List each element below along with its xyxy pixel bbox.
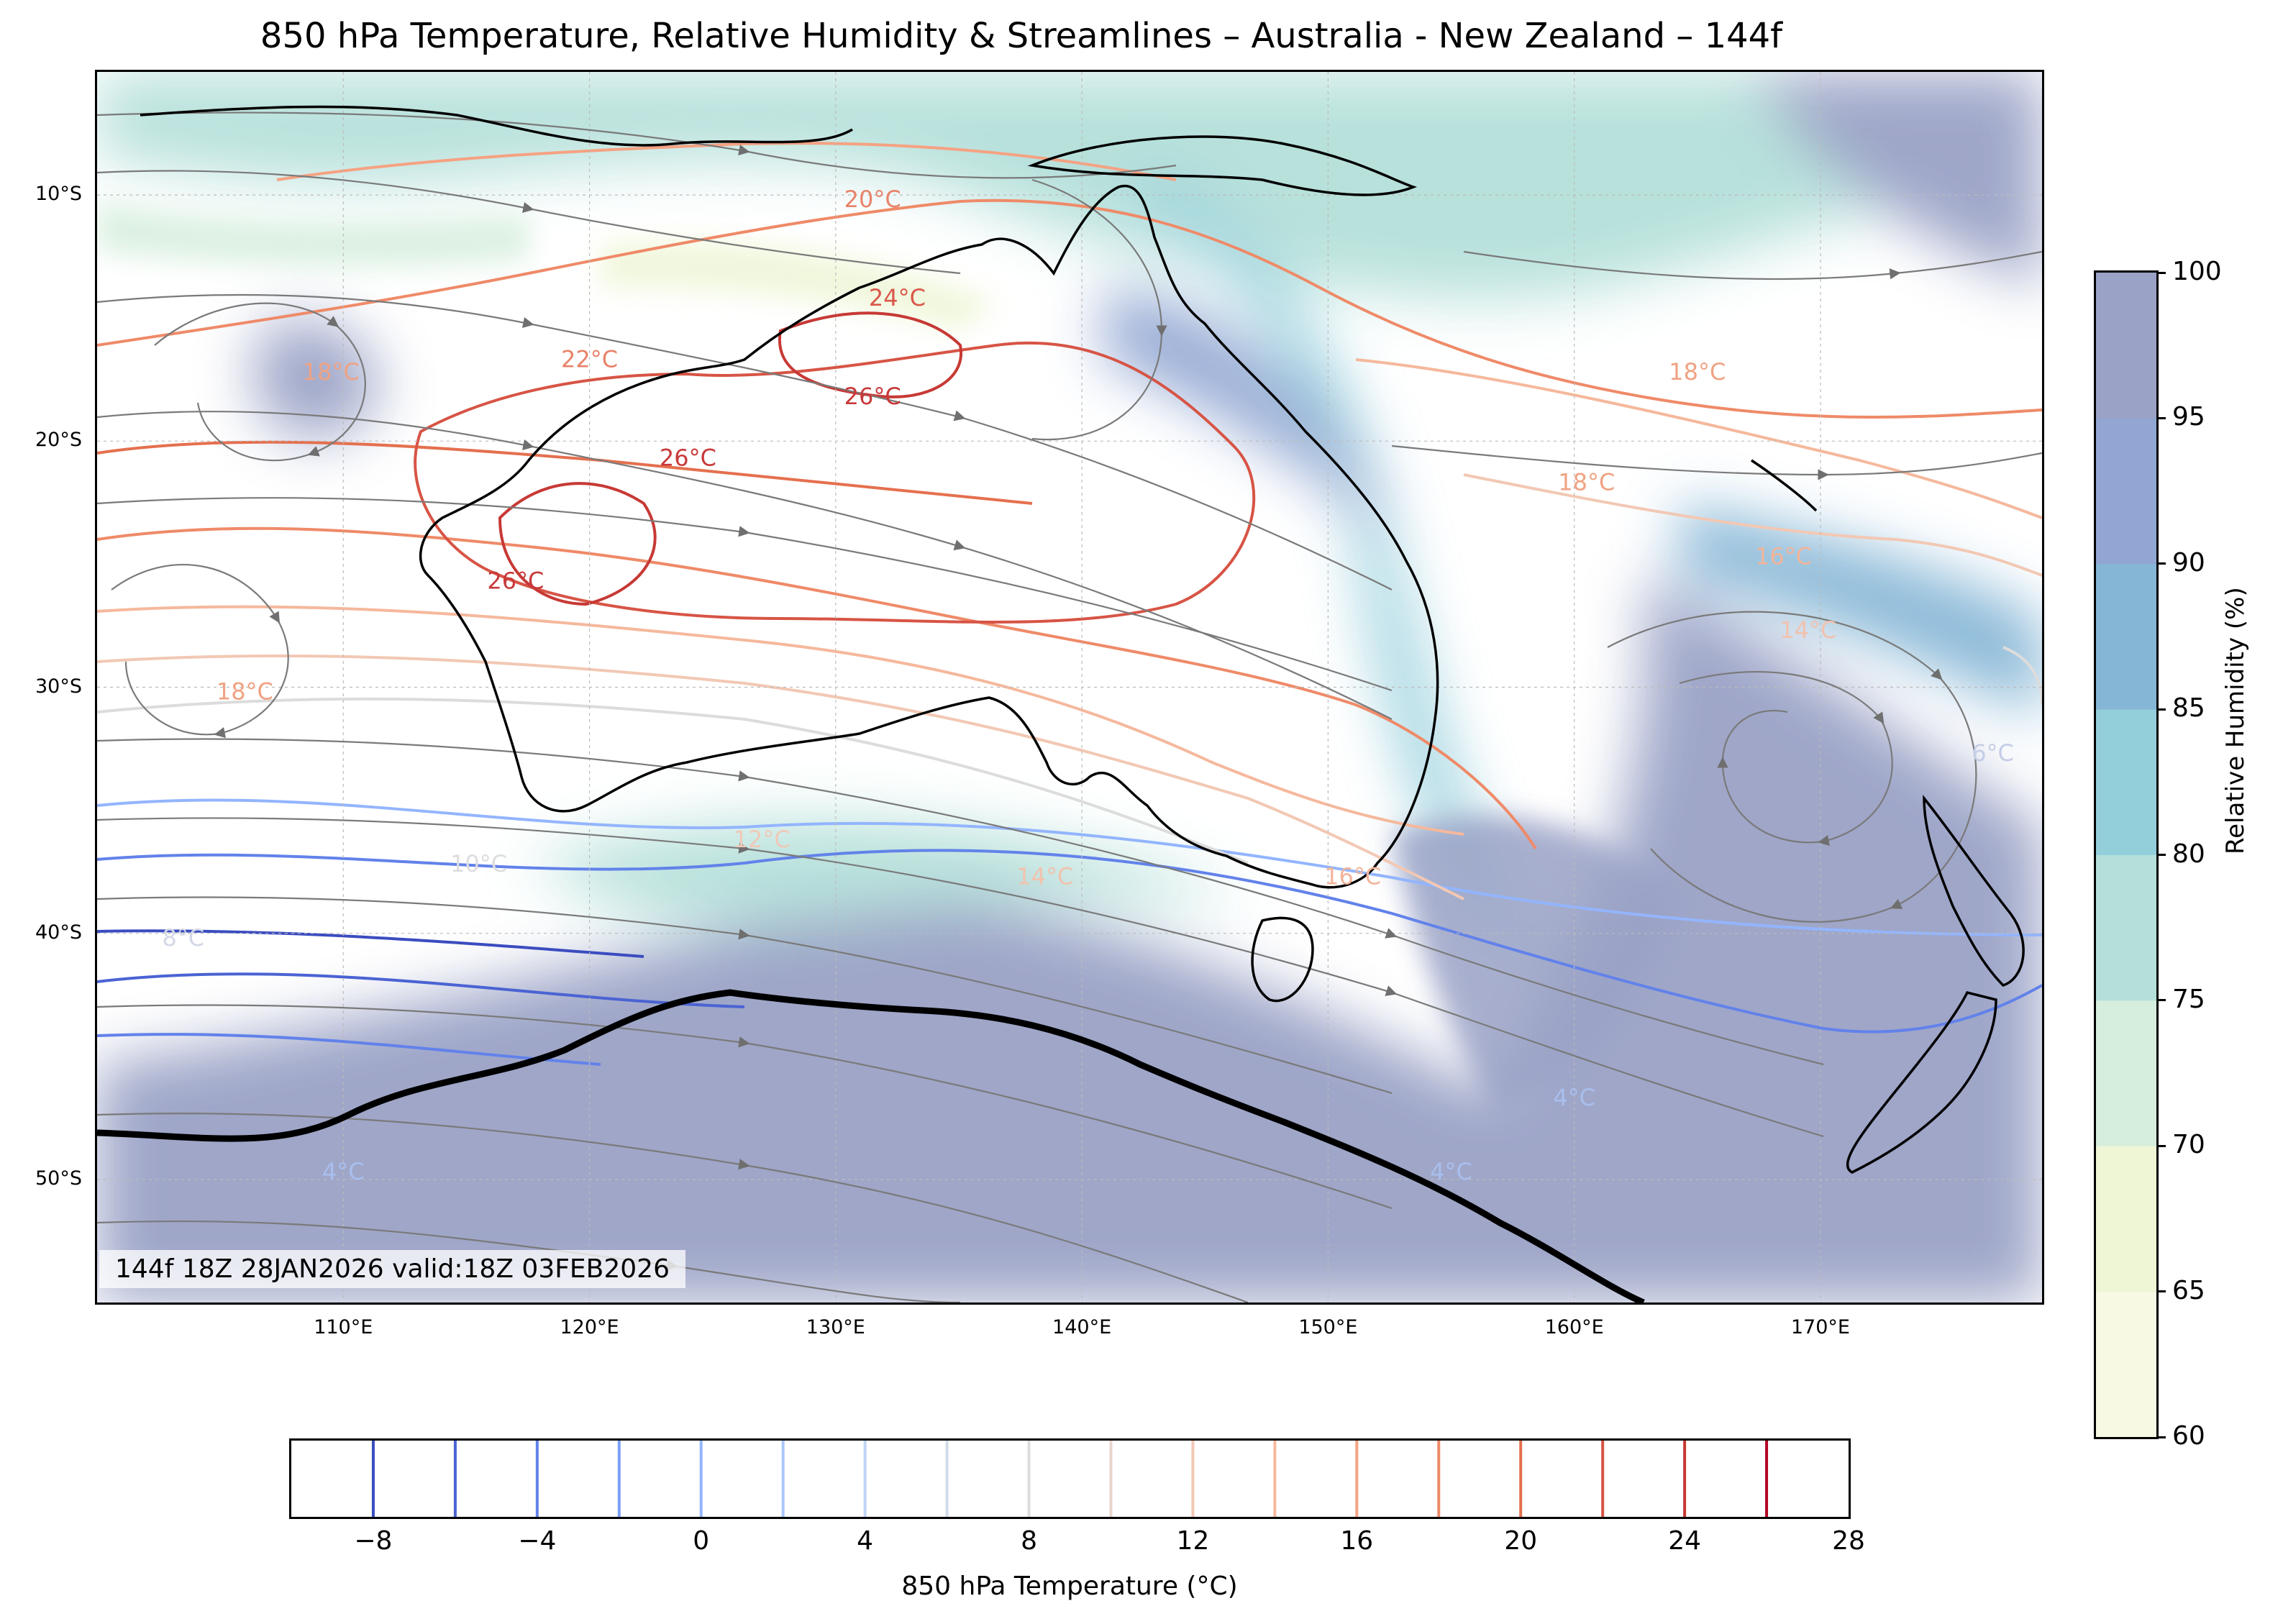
temperature-colorbar-tick: 16 xyxy=(1340,1526,1374,1556)
contour-label: 18°C xyxy=(303,358,360,386)
contour-label: 4°C xyxy=(1430,1158,1472,1185)
latitude-label: 30°S xyxy=(35,675,82,698)
latitude-label: 20°S xyxy=(35,429,82,452)
rh-colorbar-tick: 90 xyxy=(2157,548,2205,578)
longitude-label: 140°E xyxy=(1052,1316,1112,1338)
contour-labels: 20°C 24°C 22°C 18°C 26°C 26°C 26°C 18°C 18°C 18°C… xyxy=(162,186,2013,1185)
rh-colorbar-segment xyxy=(2096,418,2156,565)
temperature-colorbar-tick: 28 xyxy=(1832,1526,1865,1556)
new-zealand-south-coastline xyxy=(1846,990,1997,1174)
rh-colorbar-tick: 95 xyxy=(2157,402,2205,432)
contour-label: 26°C xyxy=(844,383,901,410)
rh-colorbar-tick: 85 xyxy=(2157,693,2205,723)
contour-label: 18°C xyxy=(1558,469,1615,496)
contour-label: 26°C xyxy=(487,567,544,595)
longitude-label: 120°E xyxy=(560,1316,619,1338)
latitude-label: 10°S xyxy=(35,183,82,206)
temperature-colorbar-tick: −4 xyxy=(518,1526,557,1556)
rh-colorbar-tick: 75 xyxy=(2157,985,2205,1014)
contour-label: 14°C xyxy=(1780,616,1836,644)
longitude-label: 160°E xyxy=(1544,1316,1604,1338)
rh-colorbar-segment xyxy=(2096,1291,2156,1438)
rh-colorbar-tick: 70 xyxy=(2157,1130,2205,1159)
temperature-colorbar-tick: 0 xyxy=(693,1526,710,1556)
contour-label: 4°C xyxy=(1553,1084,1595,1111)
new-caledonia-coastline xyxy=(1751,459,1818,512)
rh-colorbar-segment xyxy=(2096,854,2156,1001)
rh-colorbar-tick: 60 xyxy=(2157,1421,2205,1451)
contour-label: 16°C xyxy=(1324,862,1381,890)
longitude-label: 170°E xyxy=(1790,1316,1850,1338)
rh-colorbar-segment xyxy=(2096,1146,2156,1292)
valid-time-box: 144f 18Z 28JAN2026 valid:18Z 03FEB2026 xyxy=(99,1250,685,1288)
rh-colorbar-fill xyxy=(2096,273,2156,1438)
longitude-label: 110°E xyxy=(314,1316,373,1338)
antarctic-ice-edge xyxy=(97,989,1645,1303)
rh-colorbar xyxy=(2094,270,2159,1439)
contour-label: 18°C xyxy=(1669,358,1726,386)
temperature-colorbar xyxy=(289,1438,1851,1519)
contour-label: 6°C xyxy=(1972,739,2014,767)
rh-colorbar-tick: 100 xyxy=(2157,257,2222,286)
contour-label: 26°C xyxy=(660,444,716,472)
contour-label: 8°C xyxy=(162,924,204,952)
indonesia-coastline xyxy=(140,105,853,147)
longitude-label: 150°E xyxy=(1298,1316,1358,1338)
contour-label: 16°C xyxy=(1755,542,1812,570)
new-zealand-north-coastline xyxy=(1923,795,2025,987)
contour-label: 12°C xyxy=(734,826,790,853)
temperature-colorbar-label: 850 hPa Temperature (°C) xyxy=(901,1571,1238,1601)
longitude-label: 130°E xyxy=(806,1316,865,1338)
rh-colorbar-segment xyxy=(2096,709,2156,855)
map-canvas: 20°C 24°C 22°C 18°C 26°C 26°C 26°C 18°C 18°C 18°C… xyxy=(97,72,2042,1303)
temperature-colorbar-tick: 8 xyxy=(1021,1526,1037,1556)
contour-label: 4°C xyxy=(322,1158,365,1185)
rh-colorbar-segment xyxy=(2096,1000,2156,1146)
contour-label: 18°C xyxy=(217,678,273,706)
gridlines xyxy=(97,72,2042,1303)
rh-colorbar-tick: 65 xyxy=(2157,1276,2205,1305)
latitude-label: 40°S xyxy=(35,921,82,944)
rh-colorbar-segment xyxy=(2096,563,2156,710)
latitude-label: 50°S xyxy=(35,1167,82,1190)
temperature-colorbar-tick: 4 xyxy=(857,1526,874,1556)
contour-label: 24°C xyxy=(869,284,926,311)
tasmania-coastline xyxy=(1251,916,1314,1003)
rh-colorbar-tick: 80 xyxy=(2157,839,2205,869)
chart-title: 850 hPa Temperature, Relative Humidity &… xyxy=(260,16,1783,56)
temperature-colorbar-tick: 12 xyxy=(1176,1526,1210,1556)
contour-label: 10°C xyxy=(450,850,507,877)
rh-colorbar-segment xyxy=(2096,273,2156,419)
contour-label: 22°C xyxy=(561,346,618,373)
contour-label: 14°C xyxy=(1016,862,1073,890)
temperature-colorbar-tick: −8 xyxy=(354,1526,393,1556)
contour-label: 20°C xyxy=(844,186,901,213)
new-guinea-coastline xyxy=(1027,135,1418,196)
map-panel: 20°C 24°C 22°C 18°C 26°C 26°C 26°C 18°C 18°C 18°C… xyxy=(95,70,2044,1305)
temperature-colorbar-tick: 20 xyxy=(1504,1526,1538,1556)
temperature-colorbar-lines xyxy=(371,1441,1769,1517)
coastlines xyxy=(140,105,2025,1174)
streamlines xyxy=(97,111,2042,1303)
rh-colorbar-label: Relative Humidity (%) xyxy=(2221,587,2250,854)
australia-coastline xyxy=(419,184,1439,889)
temperature-colorbar-tick: 24 xyxy=(1668,1526,1701,1556)
